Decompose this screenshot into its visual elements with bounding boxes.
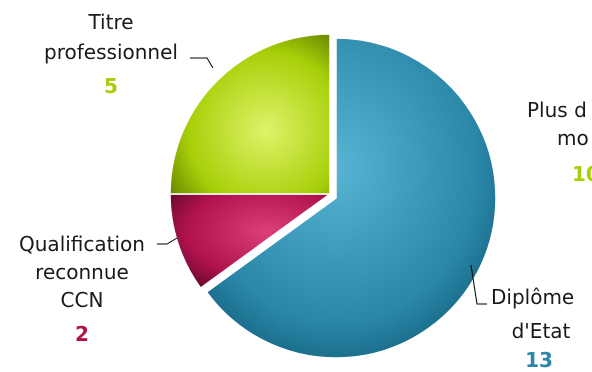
label-titre-line2: professionnel: [44, 40, 178, 64]
value-qualification: 2: [75, 322, 89, 346]
slice-qualification: [169, 193, 333, 290]
value-plus: 10: [572, 162, 592, 186]
value-diplome: 13: [525, 348, 553, 372]
label-titre-line1: Titre: [87, 10, 133, 34]
slice-label-titre: Titre professionnel 5: [44, 10, 214, 98]
slice-titre: [169, 33, 331, 195]
leader-line-diplome: [470, 264, 487, 305]
label-plus-line2: mo: [557, 126, 589, 150]
leader-line-titre: [190, 57, 214, 69]
label-diplome-line2: d'Etat: [512, 319, 571, 343]
leader-line-qualification: [157, 237, 178, 245]
label-qualification-line2: reconnue: [35, 260, 129, 284]
value-titre: 5: [104, 74, 118, 98]
label-plus-line1: Plus d: [527, 98, 587, 122]
slice-diplome: [205, 37, 497, 359]
pie-slices: [169, 33, 497, 359]
slice-label-qualification: Qualification reconnue CCN 2: [19, 232, 178, 346]
slice-label-diplome: Diplôme d'Etat 13: [470, 264, 574, 372]
label-qualification-line1: Qualification: [19, 232, 145, 256]
label-diplome-line1: Diplôme: [491, 285, 574, 309]
label-qualification-line3: CCN: [61, 288, 104, 312]
slice-label-plus: Plus d mo 10: [527, 98, 592, 186]
